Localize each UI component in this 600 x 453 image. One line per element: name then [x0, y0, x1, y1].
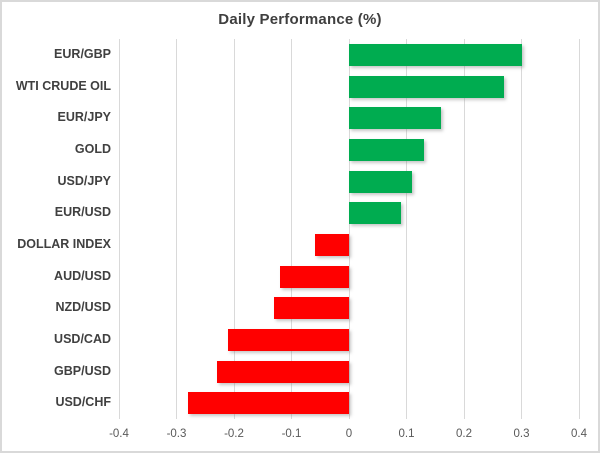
category-label-eur-usd: EUR/USD	[54, 205, 111, 220]
category-label-eur-jpy: EUR/JPY	[57, 110, 112, 125]
category-label-nzd-usd: NZD/USD	[55, 300, 111, 315]
category-label-usd-jpy: USD/JPY	[57, 173, 112, 188]
x-tick-label: -0.3	[166, 428, 187, 440]
category-label-usd-cad: USD/CAD	[54, 332, 111, 346]
x-tick-label: 0.1	[398, 428, 415, 440]
gridline	[118, 39, 120, 419]
bar-eur-usd	[349, 202, 401, 225]
bar-eur-gbp	[349, 43, 522, 66]
gridline	[463, 39, 465, 419]
bar-gbp-usd	[216, 360, 349, 383]
x-tick-label: 0.4	[571, 428, 587, 440]
gridline	[578, 39, 580, 419]
plot-area	[118, 39, 580, 419]
x-tick-label: 0.2	[456, 428, 472, 440]
gridline	[176, 39, 177, 419]
x-tick-label: 0	[345, 428, 353, 440]
bar-usd-cad	[228, 328, 349, 351]
bar-eur-jpy	[349, 107, 441, 130]
bar-usd-chf	[188, 392, 349, 415]
gridline	[348, 39, 350, 419]
category-label-usd-chf: USD/CHF	[55, 395, 111, 410]
category-label-dollar-index: DOLLAR INDEX	[17, 237, 111, 251]
x-tick-label: -0.1	[281, 428, 302, 440]
chart-title: Daily Performance (%)	[218, 11, 382, 28]
category-label-wti-crude-oil: WTI CRUDE OIL	[15, 78, 111, 93]
bar-usd-jpy	[349, 170, 413, 193]
x-tick-label: 0.3	[513, 428, 530, 440]
category-label-eur-gbp: EUR/GBP	[54, 47, 111, 61]
category-label-gbp-usd: GBP/USD	[54, 363, 111, 378]
category-label-aud-usd: AUD/USD	[54, 268, 111, 283]
gridline	[406, 39, 407, 419]
category-label-gold: GOLD	[74, 142, 111, 156]
gridline	[521, 39, 522, 419]
x-tick-label: -0.2	[224, 428, 244, 440]
x-tick-label: -0.4	[109, 428, 129, 440]
gridline	[233, 39, 235, 419]
bar-wti-crude-oil	[349, 75, 505, 98]
bar-aud-usd	[280, 265, 349, 288]
bar-nzd-usd	[274, 297, 349, 320]
bar-dollar-index	[314, 233, 349, 256]
gridline	[291, 39, 292, 419]
bar-gold	[349, 138, 424, 161]
